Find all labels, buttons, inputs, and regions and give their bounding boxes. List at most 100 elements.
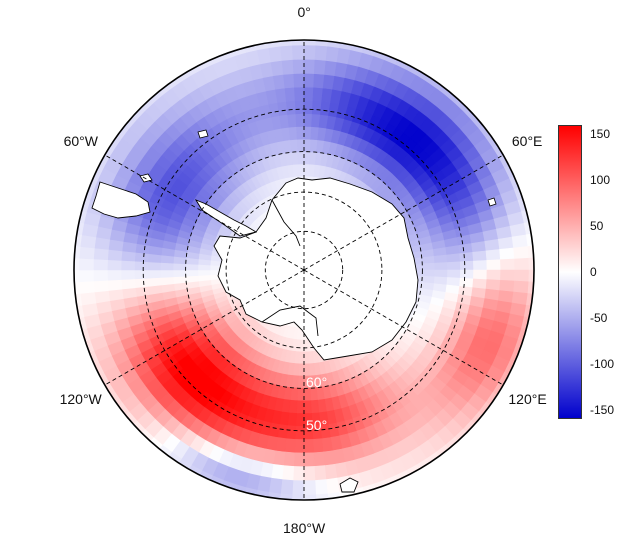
- field-cell: [134, 260, 149, 271]
- field-cell: [62, 308, 69, 321]
- field-cell: [459, 260, 474, 271]
- field-cell: [303, 466, 316, 482]
- field-cell: [517, 158, 529, 173]
- field-cell: [283, 451, 295, 467]
- field-cell: [329, 26, 342, 33]
- field-cell: [522, 355, 533, 370]
- field-cell: [303, 138, 312, 153]
- field-cell: [304, 25, 317, 30]
- field-cell: [113, 420, 127, 435]
- field-cell: [481, 420, 495, 435]
- field-cell: [525, 293, 534, 308]
- meridian-line: [303, 269, 504, 386]
- latitude-label: 60°: [306, 374, 328, 391]
- field-cell: [170, 57, 185, 70]
- field-cell: [531, 331, 534, 347]
- field-cell: [98, 125, 111, 140]
- field-cell: [292, 163, 300, 177]
- field-cell: [253, 505, 266, 512]
- field-cell: [78, 269, 94, 283]
- field-cell: [536, 207, 544, 221]
- field-cell: [266, 26, 279, 33]
- field-cell: [543, 283, 549, 296]
- field-cell: [270, 60, 284, 77]
- field-cell: [291, 510, 304, 515]
- field-cell: [105, 410, 119, 425]
- field-cell: [172, 275, 187, 285]
- field-cell: [539, 219, 546, 232]
- field-cell: [106, 259, 122, 271]
- field-cell: [181, 477, 196, 489]
- field-cell: [266, 40, 281, 49]
- field-cell: [541, 232, 548, 245]
- field-cell: [78, 257, 94, 271]
- field-cell: [284, 438, 296, 454]
- field-cell: [62, 219, 69, 232]
- longitude-label: 120°E: [508, 391, 547, 407]
- field-cell: [278, 40, 293, 47]
- latitude-circle: [142, 108, 466, 432]
- field-cell: [528, 269, 534, 283]
- field-cell: [172, 262, 187, 271]
- field-cell: [454, 79, 469, 93]
- field-cell: [241, 502, 255, 510]
- field-cell: [313, 59, 327, 75]
- colorbar-tick-label: 50: [590, 219, 604, 234]
- field-cell: [85, 147, 97, 162]
- field-cell: [544, 270, 549, 283]
- field-cell: [313, 465, 327, 481]
- field-cell: [377, 40, 393, 47]
- field-cell: [78, 280, 95, 294]
- field-cell: [307, 351, 315, 365]
- field-cell: [536, 320, 544, 334]
- field-cell: [314, 479, 328, 496]
- longitude-label: 0°: [297, 4, 311, 20]
- field-cell: [500, 269, 516, 282]
- colorbar-tick-label: 150: [590, 127, 611, 142]
- field-cell: [78, 246, 95, 260]
- field-cell: [92, 269, 108, 282]
- field-cell: [139, 447, 154, 461]
- field-cell: [284, 86, 296, 102]
- field-cell: [454, 447, 469, 461]
- field-cell: [473, 260, 488, 271]
- field-cell: [121, 96, 135, 110]
- field-cell: [192, 483, 207, 495]
- field-cell: [94, 290, 111, 304]
- field-cell: [322, 450, 336, 466]
- field-cell: [471, 241, 487, 253]
- field-cell: [527, 343, 534, 359]
- coastline: [91, 129, 497, 493]
- field-cell: [459, 269, 474, 280]
- field-cell: [354, 502, 368, 510]
- field-cell: [280, 44, 294, 61]
- field-cell: [172, 269, 187, 278]
- colorbar-tick-label: 100: [590, 173, 611, 188]
- field-cell: [59, 283, 65, 296]
- field-cell: [120, 269, 135, 280]
- colorbar-tick-label: 0: [590, 265, 597, 279]
- latitude-circle: [185, 151, 423, 389]
- field-cell: [291, 25, 304, 30]
- field-cell: [459, 277, 474, 289]
- field-cell: [60, 295, 67, 308]
- kerguelen-island: [487, 197, 497, 207]
- field-cell: [464, 87, 478, 101]
- field-cell: [266, 507, 279, 514]
- field-cell: [147, 261, 161, 271]
- field-cell: [288, 126, 298, 141]
- field-cell: [79, 158, 91, 173]
- field-cell: [423, 470, 438, 483]
- field-cell: [74, 232, 83, 247]
- field-cell: [64, 207, 72, 221]
- field-cell: [303, 400, 312, 414]
- falkland-islands: [139, 173, 153, 183]
- field-cell: [421, 255, 436, 265]
- field-cell: [389, 488, 404, 499]
- field-cell: [181, 51, 196, 63]
- field-cell: [139, 79, 154, 93]
- field-cell: [500, 258, 516, 271]
- field-cell: [93, 247, 109, 261]
- field-cell: [511, 234, 529, 249]
- field-cell: [365, 40, 381, 43]
